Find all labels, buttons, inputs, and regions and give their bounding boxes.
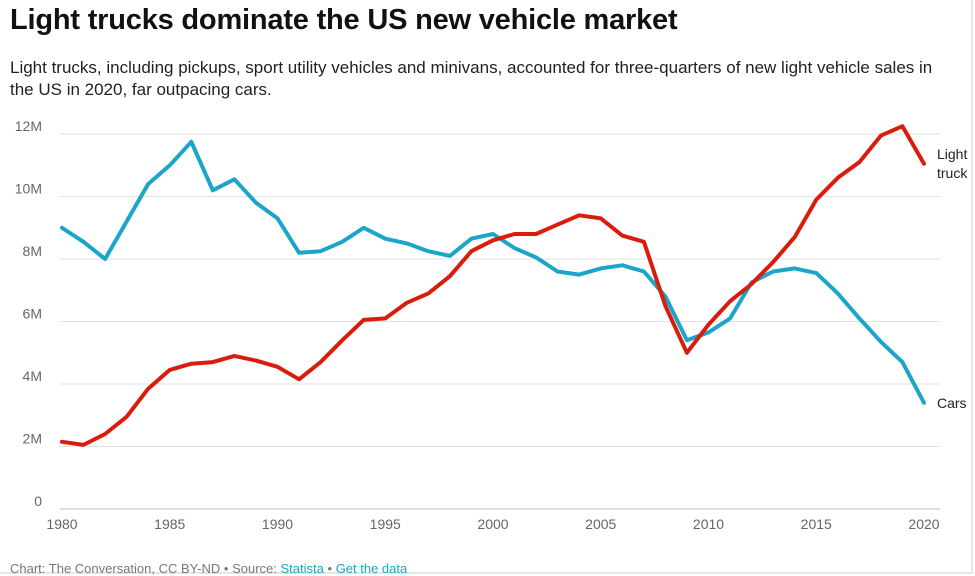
series-label-light-trucks: Light	[937, 146, 967, 162]
x-tick-label: 2000	[477, 516, 508, 532]
x-tick-label: 2010	[693, 516, 724, 532]
x-tick-label: 2015	[801, 516, 832, 532]
y-tick-label: 8M	[23, 243, 42, 259]
y-tick-label: 6M	[23, 306, 42, 322]
y-tick-label: 10M	[15, 181, 42, 197]
y-tick-label: 4M	[23, 368, 42, 384]
x-tick-label: 2020	[908, 516, 939, 532]
x-tick-label: 2005	[585, 516, 616, 532]
footer-source-label: Source:	[232, 561, 277, 576]
series-label-light-trucks: truck	[937, 165, 968, 181]
get-the-data-link[interactable]: Get the data	[335, 561, 408, 576]
series-line-cars	[60, 139, 926, 405]
footer-credit: Chart: The Conversation, CC BY-ND	[10, 561, 221, 576]
footer-separator: •	[223, 561, 229, 576]
chart-title: Light trucks dominate the US new vehicle…	[10, 4, 678, 36]
y-tick-label: 12M	[15, 118, 42, 134]
x-tick-label: 1980	[46, 516, 77, 532]
x-tick-label: 1995	[370, 516, 401, 532]
y-tick-label: 0	[34, 493, 42, 509]
chart-subtitle: Light trucks, including pickups, sport u…	[10, 58, 933, 99]
y-tick-label: 2M	[23, 431, 42, 447]
source-link[interactable]: Statista	[280, 561, 324, 576]
x-tick-label: 1985	[154, 516, 185, 532]
series-line-light-trucks	[60, 124, 926, 447]
series-label-cars: Cars	[937, 395, 967, 411]
x-tick-label: 1990	[262, 516, 293, 532]
footer-separator-2: •	[327, 561, 333, 576]
chart-footer: Chart: The Conversation, CC BY-ND • Sour…	[10, 561, 407, 576]
